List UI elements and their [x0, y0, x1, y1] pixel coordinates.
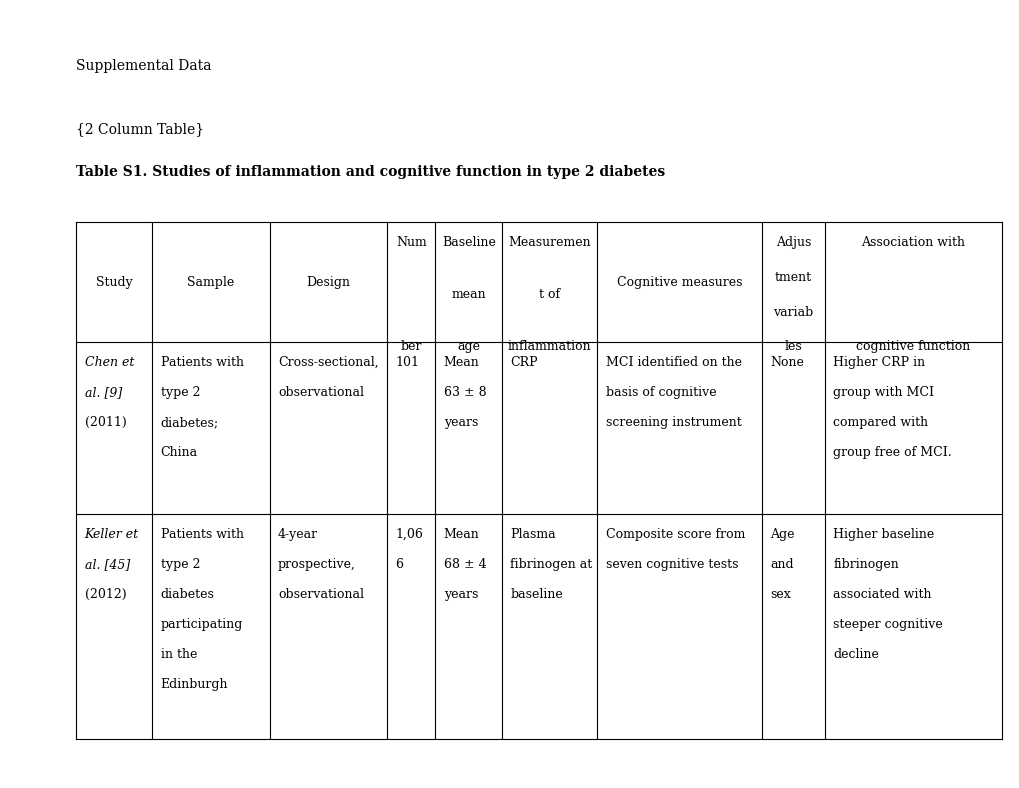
Text: steeper cognitive: steeper cognitive [833, 618, 942, 630]
Text: variab: variab [772, 306, 813, 318]
Text: Measuremen: Measuremen [507, 236, 590, 249]
Text: 4-year: 4-year [278, 528, 318, 541]
Text: baseline: baseline [510, 588, 562, 600]
Text: Keller et: Keller et [85, 528, 139, 541]
Text: 63 ± 8: 63 ± 8 [443, 386, 486, 399]
Text: Table S1. Studies of inflammation and cognitive function in type 2 diabetes: Table S1. Studies of inflammation and co… [76, 165, 665, 180]
Text: Mean: Mean [443, 528, 479, 541]
Text: CRP: CRP [510, 356, 537, 369]
Text: 6: 6 [395, 558, 404, 571]
Text: type 2: type 2 [160, 386, 200, 399]
Text: sex: sex [769, 588, 790, 600]
Text: Chen et: Chen et [85, 356, 133, 369]
Text: les: les [784, 340, 802, 353]
Text: ber: ber [400, 340, 422, 353]
Text: Association with: Association with [860, 236, 964, 249]
Text: al. [9]: al. [9] [85, 386, 122, 399]
Text: Higher baseline: Higher baseline [833, 528, 933, 541]
Text: Study: Study [96, 276, 132, 288]
Text: and: and [769, 558, 793, 571]
Text: (2011): (2011) [85, 416, 126, 429]
Text: None: None [769, 356, 803, 369]
Text: observational: observational [278, 588, 364, 600]
Text: Sample: Sample [187, 276, 234, 288]
Text: Supplemental Data: Supplemental Data [76, 59, 212, 73]
Text: Edinburgh: Edinburgh [160, 678, 228, 690]
Text: Patients with: Patients with [160, 528, 244, 541]
Text: fibrinogen: fibrinogen [833, 558, 898, 571]
Text: in the: in the [160, 648, 197, 660]
Text: group with MCI: group with MCI [833, 386, 933, 399]
Text: tment: tment [774, 271, 811, 284]
Text: Patients with: Patients with [160, 356, 244, 369]
Text: 68 ± 4: 68 ± 4 [443, 558, 486, 571]
Text: cognitive function: cognitive function [855, 340, 969, 353]
Text: Num: Num [395, 236, 426, 249]
Text: 101: 101 [395, 356, 419, 369]
Text: observational: observational [278, 386, 364, 399]
Text: Composite score from: Composite score from [605, 528, 744, 541]
Text: years: years [443, 416, 478, 429]
Text: Cognitive measures: Cognitive measures [616, 276, 742, 288]
Text: Mean: Mean [443, 356, 479, 369]
Text: associated with: associated with [833, 588, 930, 600]
Text: diabetes;: diabetes; [160, 416, 218, 429]
Text: group free of MCI.: group free of MCI. [833, 446, 951, 459]
Text: screening instrument: screening instrument [605, 416, 741, 429]
Text: years: years [443, 588, 478, 600]
Text: Higher CRP in: Higher CRP in [833, 356, 924, 369]
Text: Design: Design [307, 276, 351, 288]
Text: decline: decline [833, 648, 878, 660]
Text: (2012): (2012) [85, 588, 126, 600]
Text: inflammation: inflammation [507, 340, 591, 353]
Text: participating: participating [160, 618, 243, 630]
Text: Cross-sectional,: Cross-sectional, [278, 356, 378, 369]
Text: MCI identified on the: MCI identified on the [605, 356, 741, 369]
Text: diabetes: diabetes [160, 588, 214, 600]
Text: al. [45]: al. [45] [85, 558, 129, 571]
Text: fibrinogen at: fibrinogen at [510, 558, 592, 571]
Text: seven cognitive tests: seven cognitive tests [605, 558, 738, 571]
Text: age: age [457, 340, 480, 353]
Text: China: China [160, 446, 198, 459]
Text: compared with: compared with [833, 416, 927, 429]
Text: type 2: type 2 [160, 558, 200, 571]
Text: Baseline: Baseline [441, 236, 495, 249]
Text: basis of cognitive: basis of cognitive [605, 386, 715, 399]
Text: t of: t of [539, 288, 559, 301]
Text: Plasma: Plasma [510, 528, 555, 541]
Text: Age: Age [769, 528, 794, 541]
Text: prospective,: prospective, [278, 558, 356, 571]
Text: mean: mean [451, 288, 486, 301]
Text: 1,06: 1,06 [395, 528, 423, 541]
Text: {2 Column Table}: {2 Column Table} [76, 122, 205, 136]
Text: Adjus: Adjus [775, 236, 810, 249]
